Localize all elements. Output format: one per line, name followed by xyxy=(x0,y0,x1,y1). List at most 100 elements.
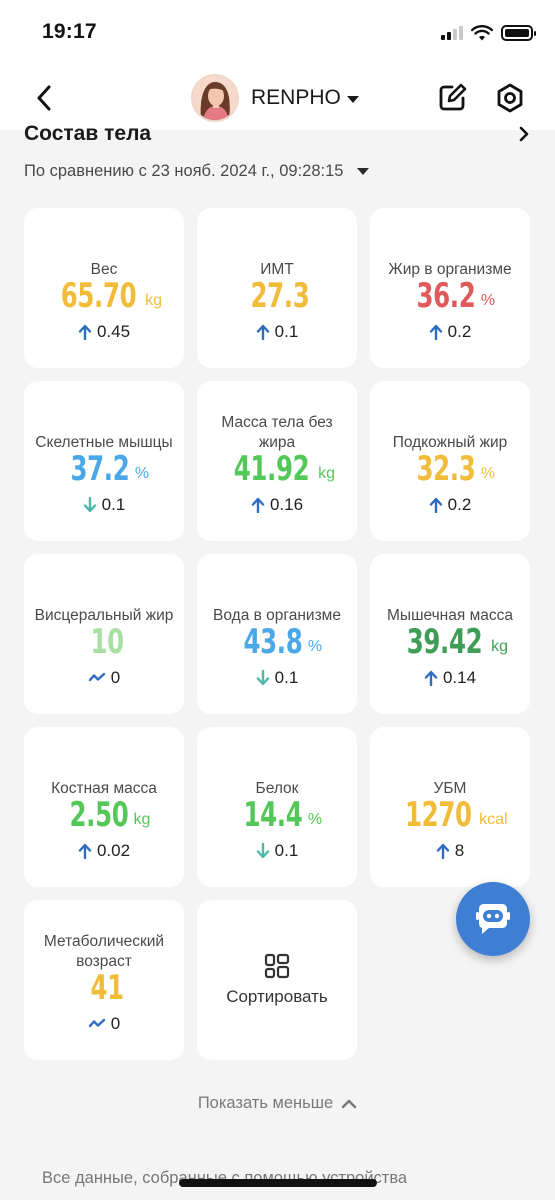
arrow-up-icon xyxy=(251,497,265,513)
metric-delta-value: 0.14 xyxy=(442,668,477,687)
metric-unit: kg xyxy=(133,811,151,828)
metric-value: 41 xyxy=(90,968,124,1008)
metric-value: 27.3 xyxy=(250,276,310,316)
metric-label: Вес xyxy=(90,261,118,278)
metric-value: 37.2 xyxy=(70,449,130,489)
arrow-up-icon xyxy=(424,670,438,686)
cellular-signal-icon xyxy=(441,26,463,40)
metric-delta-value: 0.1 xyxy=(274,322,299,341)
metric-value: 65.70 xyxy=(60,276,137,316)
metric-label: Вода в организме xyxy=(213,607,341,624)
metric-delta: 0.1 xyxy=(197,839,357,863)
metric-card[interactable]: Костная масса 2.50 kg 0.02 xyxy=(24,727,184,887)
arrow-down-icon xyxy=(256,670,269,686)
arrow-up-icon xyxy=(78,843,92,859)
metric-value-row: 32.3% xyxy=(370,441,530,487)
metric-label: УБМ xyxy=(433,780,467,797)
metric-unit: kg xyxy=(491,638,508,655)
metric-card[interactable]: Мышечная масса 39.42 kg 0.14 xyxy=(370,554,530,714)
assistant-chatbot-button[interactable] xyxy=(456,882,530,956)
nav-bar: RENPHO xyxy=(0,66,555,130)
metric-delta: 0.2 xyxy=(370,493,530,517)
metric-delta: 0.14 xyxy=(370,666,530,690)
section-more-button[interactable] xyxy=(518,126,534,142)
metric-card[interactable]: Белок 14.4% 0.1 xyxy=(197,727,357,887)
account-switcher[interactable]: RENPHO xyxy=(191,72,359,124)
metric-card[interactable]: Подкожный жир 32.3% 0.2 xyxy=(370,381,530,541)
show-less-label: Показать меньше xyxy=(197,1094,334,1112)
metric-unit: % xyxy=(134,465,150,482)
metric-label: Мышечная масса xyxy=(387,607,513,624)
metric-delta-value: 0 xyxy=(110,1014,121,1033)
metric-delta-value: 0.2 xyxy=(447,495,472,514)
metric-unit: % xyxy=(480,292,496,309)
metric-delta-value: 0.16 xyxy=(269,495,304,514)
metric-label: Подкожный жир xyxy=(392,434,508,451)
arrow-up-icon xyxy=(436,843,449,859)
metric-unit: % xyxy=(480,465,496,482)
metric-value: 41.92 xyxy=(233,449,310,489)
metric-card[interactable]: Скелетные мышцы 37.2% 0.1 xyxy=(24,381,184,541)
sort-label: Сортировать xyxy=(226,987,328,1006)
metric-label: Белок xyxy=(255,780,299,797)
home-indicator[interactable] xyxy=(179,1179,377,1187)
metric-delta: 0.1 xyxy=(197,666,357,690)
edit-button[interactable] xyxy=(436,82,468,114)
metric-value-row: 39.42 kg xyxy=(370,614,530,660)
metric-label: Метаболический возраст xyxy=(43,933,165,970)
status-bar: 19:17 xyxy=(0,0,555,66)
metric-delta-value: 0.2 xyxy=(447,322,472,341)
wifi-icon xyxy=(471,25,493,41)
metric-delta-value: 0.1 xyxy=(274,841,299,860)
caret-down-icon xyxy=(357,168,370,175)
gear-icon xyxy=(497,83,523,113)
arrow-up-icon xyxy=(429,324,442,340)
arrow-up-icon xyxy=(78,324,92,340)
metric-card[interactable]: Масса тела без жира 41.92 kg 0.16 xyxy=(197,381,357,541)
metric-label: ИМТ xyxy=(260,261,294,278)
device-name-label: RENPHO xyxy=(251,86,341,109)
settings-button[interactable] xyxy=(494,82,526,114)
arrow-down-icon xyxy=(256,843,269,859)
metric-unit: kg xyxy=(145,292,162,309)
metric-unit: kg xyxy=(318,465,335,482)
metric-delta: 0.45 xyxy=(24,320,184,344)
robot-chat-icon xyxy=(476,904,510,934)
metric-delta-value: 0.1 xyxy=(274,668,299,687)
metric-card[interactable]: Висцеральный жир 10 0 xyxy=(24,554,184,714)
back-button[interactable] xyxy=(28,82,60,114)
metric-value-row: 37.2% xyxy=(24,441,184,487)
metric-value: 2.50 xyxy=(69,795,129,835)
edit-icon xyxy=(439,83,467,111)
metric-delta: 8 xyxy=(370,839,530,863)
metric-delta: 0.2 xyxy=(370,320,530,344)
metric-delta: 0.1 xyxy=(24,493,184,517)
metric-card[interactable]: Метаболический возраст 41 0 xyxy=(24,900,184,1060)
chevron-right-icon xyxy=(519,126,529,142)
metric-label: Масса тела без жира xyxy=(221,414,333,451)
metric-card[interactable]: ИМТ 27.3 0.1 xyxy=(197,208,357,368)
metric-value: 43.8 xyxy=(243,622,303,662)
metric-delta-value: 0.02 xyxy=(96,841,131,860)
metric-value: 10 xyxy=(90,622,124,662)
metric-label: Скелетные мышцы xyxy=(35,434,173,451)
metric-card[interactable]: Вес 65.70 kg 0.45 xyxy=(24,208,184,368)
metric-value: 32.3 xyxy=(416,449,476,489)
metric-label: Висцеральный жир xyxy=(34,607,174,624)
show-less-button[interactable]: Показать меньше xyxy=(0,1094,555,1113)
battery-icon xyxy=(501,25,536,41)
user-portrait-icon xyxy=(193,76,237,120)
compare-date-selector[interactable]: По сравнению с 23 нояб. 2024 г., 09:28:1… xyxy=(24,162,370,181)
sort-button[interactable]: Сортировать xyxy=(197,900,357,1060)
metric-value-row: 41.92 kg xyxy=(197,441,357,487)
metric-card[interactable]: Жир в организме 36.2% 0.2 xyxy=(370,208,530,368)
metric-value: 36.2 xyxy=(416,276,476,316)
metric-value-row: 43.8% xyxy=(197,614,357,660)
metric-value-row: 1270 kcal xyxy=(370,787,530,833)
metric-card[interactable]: Вода в организме 43.8% 0.1 xyxy=(197,554,357,714)
arrow-down-icon xyxy=(83,497,96,513)
avatar xyxy=(191,74,239,122)
metric-delta: 0.02 xyxy=(24,839,184,863)
device-name: RENPHO xyxy=(251,86,359,110)
metric-card[interactable]: УБМ 1270 kcal 8 xyxy=(370,727,530,887)
